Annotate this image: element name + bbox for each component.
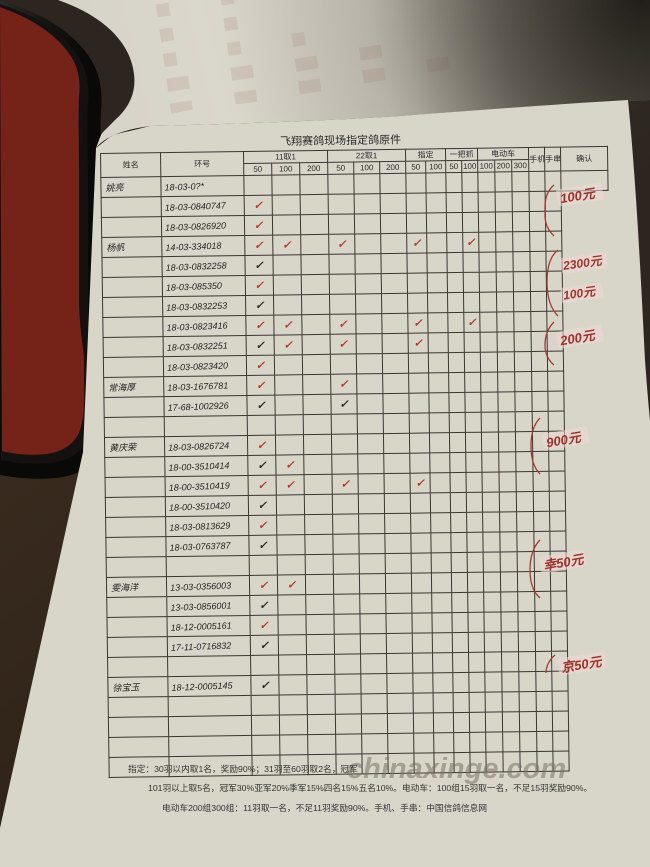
svg-text:2300元: 2300元 (561, 253, 604, 273)
svg-text:100元: 100元 (562, 284, 598, 303)
svg-text:幸50元: 幸50元 (542, 551, 586, 573)
svg-text:京50元: 京50元 (560, 654, 604, 675)
svg-text:900元: 900元 (545, 429, 584, 450)
svg-text:200元: 200元 (558, 327, 598, 348)
